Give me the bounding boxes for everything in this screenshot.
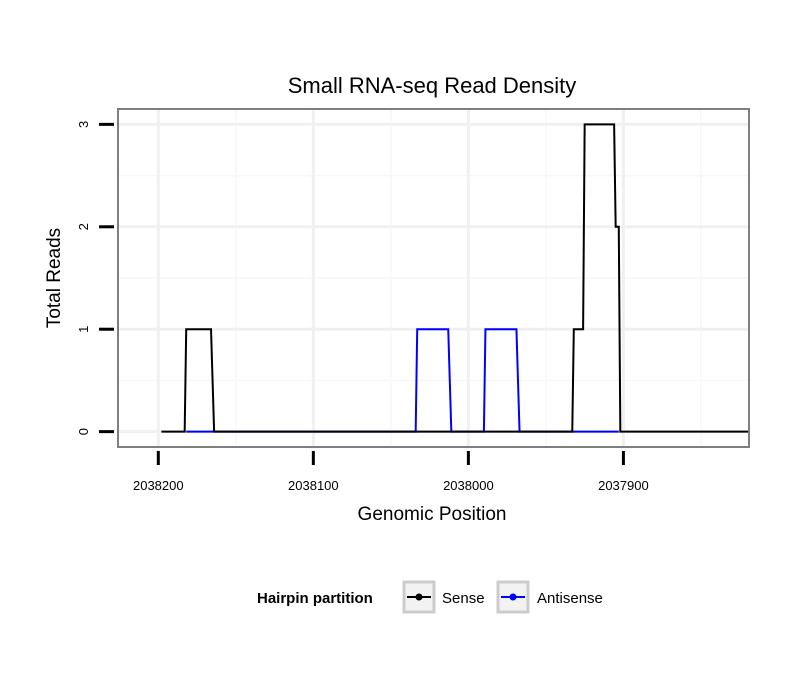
x-tick-label: 2038000	[443, 478, 494, 493]
x-axis-title: Genomic Position	[358, 504, 507, 525]
chart-title: Small RNA-seq Read Density	[288, 73, 577, 98]
legend-label-sense: Sense	[442, 590, 485, 607]
y-axis-title: Total Reads	[44, 228, 65, 328]
y-tick-label: 1	[76, 326, 91, 333]
y-tick-label: 0	[76, 428, 91, 435]
series-line-sense	[161, 123, 749, 433]
legend: Hairpin partition Sense Antisense	[257, 580, 603, 614]
plot-panel-border	[117, 108, 750, 448]
legend-point-sense	[415, 593, 423, 601]
y-axis: 0 1 2 3	[76, 121, 114, 435]
x-axis: 2038200 2038100 2038000 2037900	[133, 451, 649, 493]
x-tick-label: 2037900	[598, 478, 649, 493]
y-tick-label: 2	[76, 223, 91, 230]
legend-point-antisense	[509, 593, 517, 601]
legend-label-antisense: Antisense	[537, 590, 603, 607]
y-tick-label: 3	[76, 121, 91, 128]
x-tick-label: 2038200	[133, 478, 184, 493]
series-layer	[161, 123, 749, 433]
x-tick-label: 2038100	[288, 478, 339, 493]
legend-title: Hairpin partition	[257, 590, 373, 607]
